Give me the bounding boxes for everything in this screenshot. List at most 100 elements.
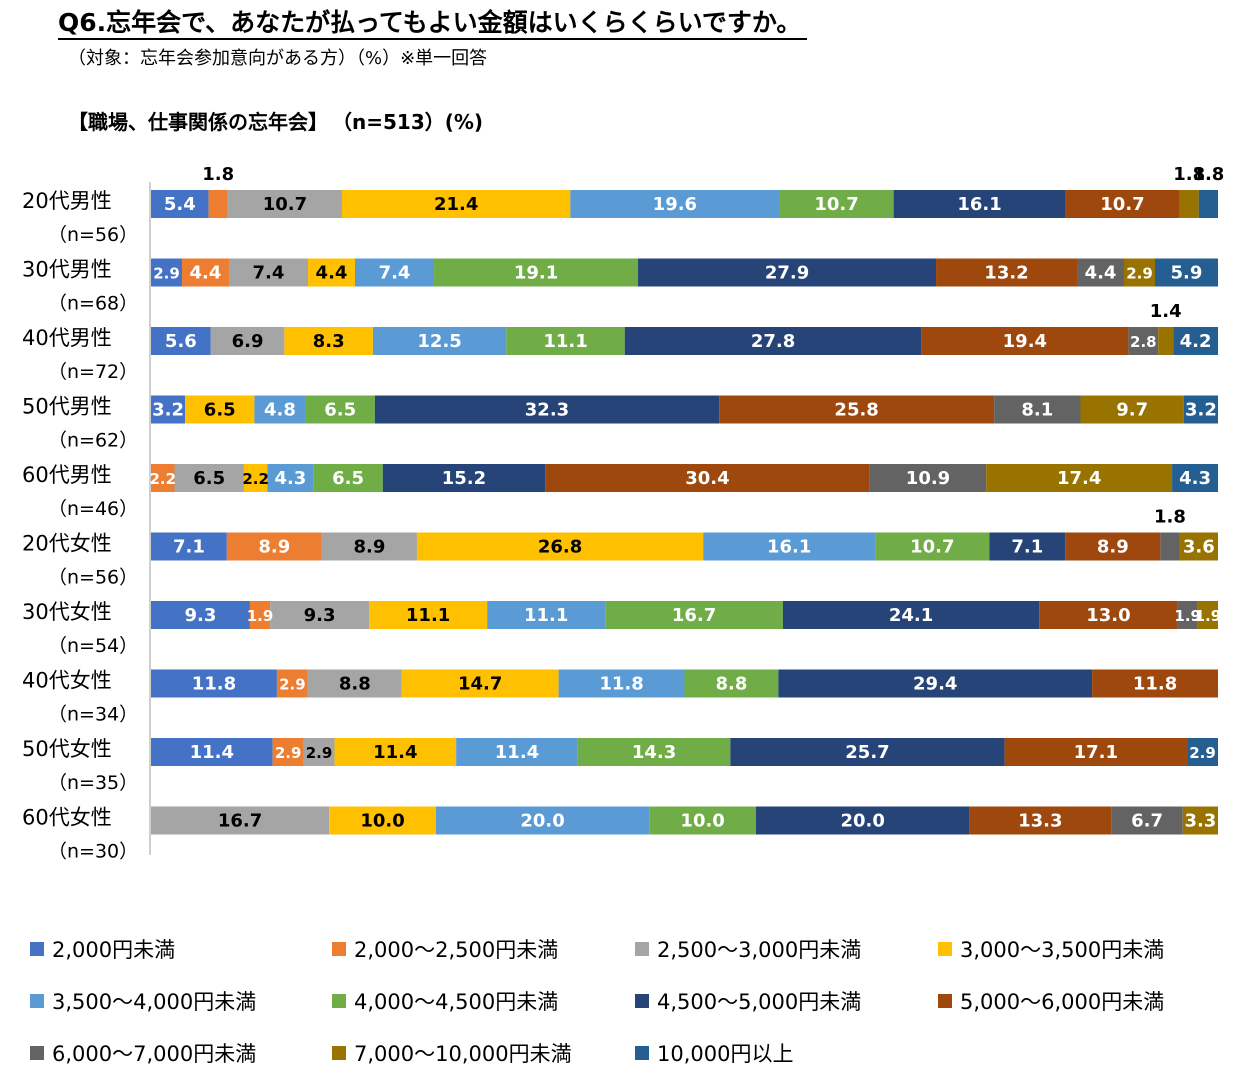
data-label: 11.1 (524, 605, 568, 626)
bar-segment (1183, 395, 1218, 424)
data-label: 10.9 (906, 468, 950, 489)
bar-segment (558, 669, 685, 698)
bar-segment (435, 806, 650, 835)
category-sample-size: （n=56） (48, 567, 138, 589)
data-label: 6.5 (204, 400, 236, 421)
legend-label: 5,000～6,000円未満 (960, 990, 1165, 1014)
bar-segment (1179, 532, 1218, 561)
data-label: 8.9 (258, 537, 290, 558)
data-label: 20.0 (520, 811, 564, 832)
bar-segment (605, 601, 783, 629)
bar-segment (284, 327, 373, 355)
bar-segment (730, 738, 1005, 766)
data-label: 5.9 (1171, 263, 1203, 284)
data-label: 25.8 (834, 400, 878, 421)
data-label: 4.4 (1085, 263, 1117, 284)
data-label: 5.4 (164, 194, 196, 215)
data-label: 2.2 (149, 470, 176, 488)
data-label: 2.8 (1130, 333, 1157, 351)
data-label: 1.8 (1192, 164, 1224, 185)
bar-segment (703, 532, 876, 561)
bar-segment (151, 806, 330, 835)
data-label: 27.8 (751, 331, 795, 352)
bar-segment (1160, 532, 1180, 561)
bar-segment (1173, 327, 1218, 355)
bar-segment (308, 258, 356, 287)
data-label: 3.3 (1184, 811, 1216, 832)
bar-segment (1182, 806, 1218, 835)
data-label: 11.4 (373, 742, 417, 763)
data-label: 11.4 (190, 742, 234, 763)
data-label: 7.1 (1011, 537, 1043, 558)
bar-segment (1124, 258, 1155, 287)
bar-segment (305, 395, 375, 424)
data-label: 4.3 (274, 468, 306, 489)
data-label: 7.1 (173, 537, 205, 558)
legend-swatch (635, 994, 649, 1008)
bar-segment (1158, 327, 1174, 355)
bar-segment (577, 738, 731, 766)
bar-segment (334, 738, 457, 766)
bar-segment (1077, 258, 1125, 287)
data-label: 17.4 (1057, 468, 1101, 489)
legend-item: 3,500～4,000円未満 (30, 986, 256, 1016)
bar-segment (921, 327, 1129, 355)
bar-segment (151, 464, 175, 492)
bar-segment (778, 669, 1093, 698)
bar-segment (969, 806, 1112, 835)
data-label: 16.1 (957, 194, 1001, 215)
data-label: 11.4 (495, 742, 539, 763)
data-label: 11.1 (406, 605, 450, 626)
bar-segment (875, 532, 990, 561)
bar-segment (649, 806, 756, 835)
legend-label: 4,000～4,500円未満 (354, 990, 559, 1014)
data-label: 26.8 (538, 537, 582, 558)
section-sample-size: （n=513）(%) (342, 110, 484, 134)
data-label: 8.8 (716, 674, 748, 695)
chart-title: Q6.忘年会で、あなたが払ってもよい金額はいくらくらいですか。 (58, 8, 808, 40)
bar-segment (401, 669, 559, 698)
bar-segment (989, 532, 1066, 561)
bar-segment (151, 669, 277, 698)
data-label: 29.4 (913, 674, 957, 695)
data-label: 10.0 (360, 811, 404, 832)
legend-item: 10,000円以上 (635, 1038, 793, 1068)
bar-segment (506, 327, 625, 355)
category-sample-size: （n=72） (48, 361, 138, 383)
bar-segment (185, 395, 255, 424)
category-sample-size: （n=35） (48, 772, 138, 794)
bar-segment (684, 669, 779, 698)
bar-segment (434, 258, 639, 287)
data-label: 20.0 (840, 811, 884, 832)
bar-segment (1111, 806, 1183, 835)
category-label: 30代男性 (22, 258, 112, 282)
data-label: 7.4 (379, 263, 411, 284)
legend-label: 3,500～4,000円未満 (52, 990, 257, 1014)
data-label: 10.7 (814, 194, 858, 215)
bar-segment (210, 327, 285, 355)
data-label: 6.9 (232, 331, 264, 352)
data-label: 10.7 (1100, 194, 1144, 215)
bar-segment (174, 464, 244, 492)
data-label: 4.3 (1179, 468, 1211, 489)
data-label: 4.2 (1180, 331, 1212, 352)
data-label: 16.1 (767, 537, 811, 558)
legend-item: 7,000～10,000円未満 (332, 1038, 572, 1068)
category-label: 50代女性 (22, 737, 112, 761)
data-label: 15.2 (442, 468, 486, 489)
legend-swatch (938, 994, 952, 1008)
data-label: 25.7 (845, 742, 889, 763)
data-label: 24.1 (889, 605, 933, 626)
section-title: 【職場、仕事関係の忘年会】 (68, 110, 328, 134)
bar-segment (243, 464, 268, 492)
data-label: 30.4 (685, 468, 729, 489)
bar-segment (994, 395, 1081, 424)
bar-segment (1065, 532, 1161, 561)
data-label: 7.4 (253, 263, 285, 284)
bar-segment (276, 669, 308, 698)
data-label: 3.2 (152, 400, 184, 421)
bar-segment (936, 258, 1078, 287)
bar-segment (719, 395, 995, 424)
category-label: 40代男性 (22, 326, 112, 350)
bar-segment (782, 601, 1040, 629)
